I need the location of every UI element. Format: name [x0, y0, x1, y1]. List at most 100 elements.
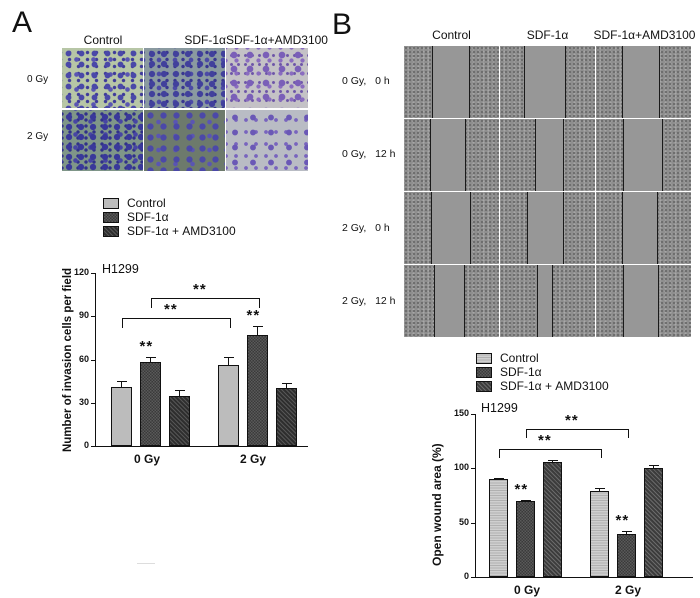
- chart-b-title: H1299: [481, 401, 518, 415]
- legend-b-amd: SDF-1α + AMD3100: [476, 379, 609, 393]
- micrograph-control-2gy: [62, 110, 143, 171]
- significance-marker: **: [514, 480, 529, 498]
- error-cap: [223, 356, 234, 358]
- wound-control-2gy-12h: [404, 265, 499, 337]
- significance-marker: **: [139, 337, 154, 355]
- micrograph-sdf-2gy: [144, 110, 225, 171]
- bar-control-0gy: [489, 479, 508, 577]
- legend-swatch-control: [103, 197, 119, 209]
- error-bar: [652, 465, 654, 469]
- error-bar: [178, 389, 180, 396]
- legend-b-control: Control: [476, 351, 539, 365]
- significance-marker: **: [246, 307, 261, 325]
- legend-a-amd: SDF-1α + AMD3100: [103, 224, 236, 238]
- error-bar: [149, 356, 151, 363]
- chart-b-cat-0gy: 0 Gy: [513, 583, 540, 597]
- panel-a-col-sdf: SDF-1α: [184, 33, 226, 47]
- panel-a-label: A: [12, 6, 33, 39]
- significance-marker: **: [565, 412, 579, 429]
- panel-a-col-control: Control: [83, 33, 123, 47]
- wound-sdf-2gy-0h: [500, 192, 595, 264]
- bar-sdf-1--2gy: [617, 533, 636, 577]
- wound-control-0gy-0h: [404, 46, 499, 118]
- legend-swatch-sdf: [103, 211, 119, 223]
- panel-a-row-0gy: 0 Gy: [27, 74, 49, 85]
- error-bar: [598, 487, 600, 492]
- wound-control-0gy-12h: [404, 119, 499, 191]
- panel-b-col-sdf: SDF-1α: [526, 28, 569, 42]
- bar-sdf-1-amd3100-0gy: [543, 461, 562, 577]
- chart-a-cat-2gy: 2 Gy: [239, 452, 266, 466]
- error-cap: [252, 326, 263, 328]
- y-tick-label: 30: [78, 396, 89, 407]
- chart-b-x-axis: [475, 577, 693, 578]
- chart-a-y-axis: [95, 273, 96, 446]
- bar-control-0gy: [111, 386, 132, 446]
- legend-swatch-amd: [103, 225, 119, 237]
- micrograph-amd-0gy: [226, 48, 308, 108]
- chart-b-cat-2gy: 2 Gy: [614, 583, 641, 597]
- y-tick-label: 0: [83, 440, 89, 450]
- panel-b-col-control: Control: [432, 28, 471, 42]
- error-cap: [594, 487, 605, 489]
- chart-a-cat-0gy: 0 Gy: [133, 452, 160, 466]
- legend-a-sdf: SDF-1α: [103, 210, 169, 224]
- panel-a-row-2gy: 2 Gy: [27, 131, 49, 142]
- wound-sdf-0gy-12h: [500, 119, 595, 191]
- error-cap: [116, 381, 127, 383]
- significance-marker: **: [615, 512, 630, 530]
- y-tick-label: 90: [78, 310, 89, 321]
- bar-sdf-1-amd3100-2gy: [276, 388, 297, 446]
- error-bar: [285, 382, 287, 389]
- y-tick-label: 150: [453, 408, 469, 418]
- wound-amd-0gy-0h: [596, 46, 691, 118]
- panel-b-row-3: 2 Gy, 0 h: [342, 222, 390, 234]
- bar-sdf-1-amd3100-2gy: [644, 468, 663, 577]
- error-bar: [256, 326, 258, 335]
- error-cap: [174, 389, 185, 391]
- y-tick-label: 50: [458, 516, 469, 527]
- error-cap: [648, 465, 659, 467]
- significance-marker: **: [193, 281, 207, 298]
- y-tick-label: 120: [73, 267, 89, 277]
- significance-bracket: [121, 318, 231, 328]
- significance-bracket: [150, 298, 260, 308]
- error-bar: [625, 531, 627, 534]
- wound-amd-2gy-12h: [596, 265, 691, 337]
- chart-b-y-axis: [475, 414, 476, 577]
- error-cap: [493, 478, 504, 480]
- wound-image-grid: [404, 46, 691, 339]
- legend-b-sdf: SDF-1α: [476, 365, 542, 379]
- bar-control-2gy: [218, 365, 239, 446]
- wound-amd-2gy-0h: [596, 192, 691, 264]
- y-tick: [471, 577, 475, 578]
- legend-a-control: Control: [103, 196, 166, 210]
- wound-sdf-2gy-12h: [500, 265, 595, 337]
- significance-bracket: [525, 429, 629, 438]
- panel-b-label: B: [332, 8, 353, 41]
- y-tick-label: 0: [463, 571, 469, 581]
- y-tick: [91, 402, 95, 404]
- significance-marker: **: [538, 432, 552, 449]
- micrograph-control-0gy: [62, 48, 143, 108]
- panel-a-col-amd: SDF-1α+AMD3100: [226, 33, 328, 47]
- significance-bracket: [498, 449, 602, 458]
- wound-amd-0gy-12h: [596, 119, 691, 191]
- y-tick: [471, 522, 475, 524]
- error-cap: [621, 531, 632, 533]
- chart-a-x-axis: [95, 446, 308, 447]
- error-cap: [520, 499, 531, 501]
- error-bar: [227, 356, 229, 366]
- bar-control-2gy: [590, 491, 609, 577]
- panel-b-col-amd: SDF-1α+AMD3100: [593, 28, 696, 42]
- error-bar: [551, 459, 553, 462]
- error-cap: [281, 382, 292, 384]
- panel-b-row-1: 0 Gy, 0 h: [342, 75, 390, 87]
- wound-sdf-0gy-0h: [500, 46, 595, 118]
- wound-control-2gy-0h: [404, 192, 499, 264]
- invasion-image-grid: [62, 48, 308, 171]
- bar-sdf-1--0gy: [516, 500, 535, 577]
- legend-swatch-control: [476, 352, 492, 364]
- panel-b-row-2: 0 Gy, 12 h: [342, 148, 396, 160]
- micrograph-sdf-0gy: [144, 48, 225, 108]
